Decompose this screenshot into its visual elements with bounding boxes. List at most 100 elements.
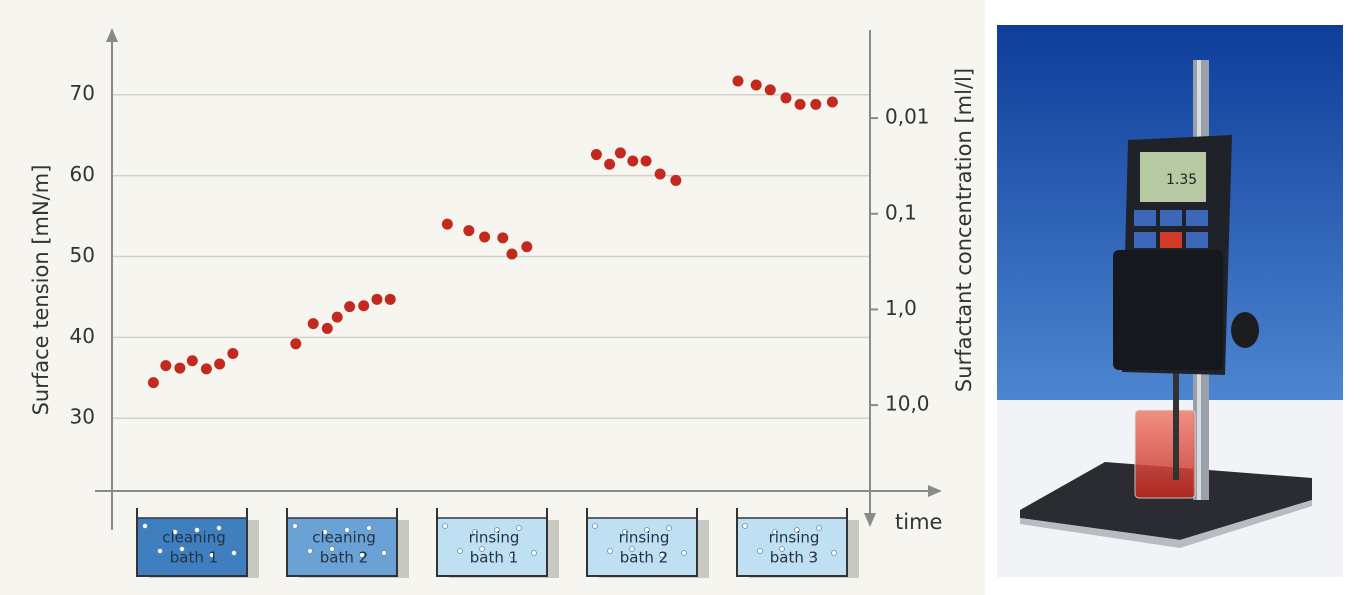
bath-label: rinsing xyxy=(469,529,520,547)
bubble xyxy=(479,546,485,552)
bath: rinsing bath 2 xyxy=(586,508,709,578)
data-point xyxy=(358,300,370,312)
y2-tick-label: 1,0 xyxy=(885,296,917,320)
bubble xyxy=(772,529,778,535)
bubble xyxy=(209,552,215,558)
axes xyxy=(95,28,942,530)
data-point xyxy=(654,168,666,180)
x-arrow xyxy=(928,485,942,497)
bath-rim xyxy=(436,508,548,577)
display-text: 1.35 xyxy=(1166,172,1197,188)
y-tick-label: 30 xyxy=(70,405,95,429)
data-point xyxy=(186,355,198,367)
data-point xyxy=(227,348,239,360)
bubble xyxy=(794,527,800,533)
y-axis-label: Surface tension [mN/m] xyxy=(29,165,53,416)
bath-water xyxy=(736,517,848,577)
bubble xyxy=(194,527,200,533)
bubble xyxy=(809,552,815,558)
y2-tick-label: 0,01 xyxy=(885,105,930,129)
data-point xyxy=(826,96,838,108)
bubble xyxy=(681,550,687,556)
data-point xyxy=(200,363,212,375)
bubble xyxy=(592,523,598,529)
bubble xyxy=(644,527,650,533)
bubble xyxy=(757,548,763,554)
data-point xyxy=(670,174,682,186)
bubble xyxy=(179,546,185,552)
bath-label: bath 2 xyxy=(620,549,668,567)
bath-label: cleaning xyxy=(312,529,376,547)
data-point xyxy=(214,358,226,370)
data-point xyxy=(384,293,396,305)
data-point xyxy=(147,377,159,389)
bath-label: bath 1 xyxy=(170,549,218,567)
y2-arrow xyxy=(864,513,876,527)
data-point xyxy=(764,84,776,96)
bubble xyxy=(509,552,515,558)
data-point xyxy=(371,293,383,305)
bubble xyxy=(292,523,298,529)
photo: 1.35 xyxy=(997,25,1343,577)
bath-rim xyxy=(136,508,248,577)
y2-tick-label: 10,0 xyxy=(885,392,930,416)
bath-label: bath 2 xyxy=(320,549,368,567)
data-point xyxy=(441,218,453,230)
data-point xyxy=(497,232,509,244)
bubble xyxy=(666,525,672,531)
bath-rim xyxy=(286,508,398,577)
bubble xyxy=(457,548,463,554)
data-point xyxy=(810,98,822,110)
data-point xyxy=(321,322,333,334)
data-point xyxy=(174,362,186,374)
y2-axis-label: Surfactant concentration [ml/l] xyxy=(952,68,976,392)
y-tick-label: 40 xyxy=(70,324,95,348)
bubble xyxy=(816,525,822,531)
data-point xyxy=(732,75,744,87)
data-point xyxy=(307,318,319,330)
data-point xyxy=(604,158,616,170)
bath-rim xyxy=(586,508,698,577)
bubble xyxy=(307,548,313,554)
bath: cleaning bath 2 xyxy=(286,508,409,578)
bubble xyxy=(659,552,665,558)
bath: rinsing bath 3 xyxy=(736,508,859,578)
bath: rinsing bath 1 xyxy=(436,508,559,578)
x-axis-label: time xyxy=(895,510,942,534)
bubble xyxy=(329,546,335,552)
data-point xyxy=(344,301,356,313)
data-point xyxy=(614,147,626,159)
bubble xyxy=(494,527,500,533)
bath: cleaning bath 1 xyxy=(136,508,259,578)
data-point xyxy=(780,92,792,104)
y2-tick-label: 0,1 xyxy=(885,200,917,224)
bubble xyxy=(157,548,163,554)
bubble xyxy=(142,523,148,529)
data-point xyxy=(627,155,639,167)
y-tick-label: 50 xyxy=(70,243,95,267)
bath-rim xyxy=(736,508,848,577)
bubble xyxy=(472,529,478,535)
bubble xyxy=(516,525,522,531)
data-point xyxy=(640,155,652,167)
data-point xyxy=(463,225,475,237)
bath-water xyxy=(286,517,398,577)
bath-label: rinsing xyxy=(769,529,820,547)
bath-label: bath 3 xyxy=(770,549,818,567)
bubble xyxy=(531,550,537,556)
data-point xyxy=(750,79,762,91)
bath-label: rinsing xyxy=(619,529,670,547)
bubble xyxy=(231,550,237,556)
y-arrow xyxy=(106,28,118,42)
bubble xyxy=(779,546,785,552)
data-point xyxy=(590,149,602,161)
bubble xyxy=(322,529,328,535)
bubble xyxy=(344,527,350,533)
bath-water xyxy=(586,517,698,577)
bubble xyxy=(172,529,178,535)
bubble xyxy=(359,552,365,558)
y-tick-label: 60 xyxy=(70,162,95,186)
bubble xyxy=(366,525,372,531)
